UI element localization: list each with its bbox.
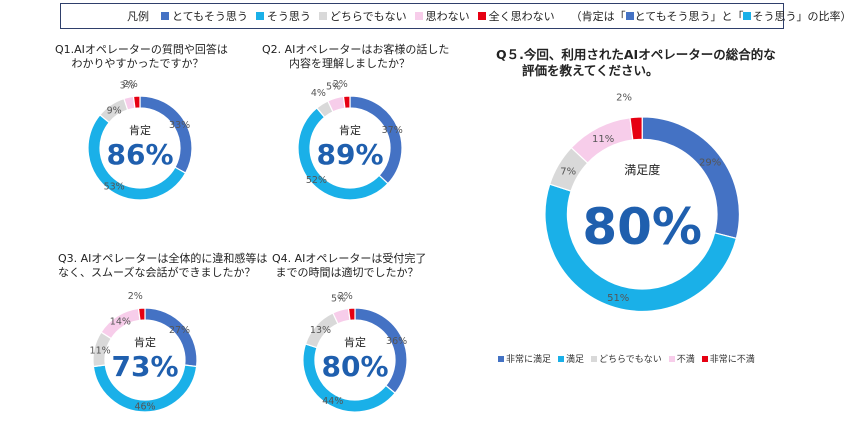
q5-data-label-5: 2%	[616, 92, 632, 103]
q4-data-label-3: 13%	[310, 325, 331, 336]
q1-data-label-4: 3%	[120, 80, 135, 91]
legend-swatch	[255, 12, 264, 20]
q1-data-label-3: 9%	[107, 105, 122, 116]
legend-item-neutral: どちらでもない	[318, 8, 407, 24]
q5-title: Q５.今回、利用されたAIオペレーターの総合的な 評価を教えてください。	[496, 47, 776, 78]
q4-center-label: 肯定	[344, 335, 366, 349]
q5-data-label-2: 51%	[607, 293, 629, 304]
q2-slice-5	[342, 95, 351, 109]
q4-center-value: 80%	[321, 350, 388, 383]
legend-swatch	[743, 12, 752, 20]
q5-data-label-4: 11%	[592, 134, 614, 145]
q4-title: Q4. AIオペレーターは受付完了 までの時間は適切でしたか？	[272, 252, 427, 279]
q4-data-label-1: 36%	[386, 336, 407, 347]
q3-data-label-4: 14%	[110, 317, 131, 328]
legend-item-disagree: 思わない	[414, 8, 470, 24]
q2-data-label-5: 2%	[333, 79, 348, 90]
legend-swatch	[701, 355, 708, 362]
q2-center-value: 89%	[316, 138, 383, 171]
q1-center-value: 86%	[106, 138, 173, 171]
legend-swatch	[625, 12, 634, 20]
q5-donut-chart: 29% 51% 7% 11% 2% 満足度 80%	[544, 92, 741, 312]
legend-note: （肯定は「 とてもそう思う」と「 そう思う」の比率）	[570, 10, 850, 23]
q5-legend: 非常に満足 満足 どちらでもない 不満 非常に不満	[498, 352, 762, 365]
q3-data-label-5: 2%	[128, 291, 143, 302]
q5-legend-item: 非常に満足	[498, 352, 551, 365]
legend-swatch	[477, 12, 486, 20]
legend-swatch	[498, 355, 504, 362]
legend-swatch	[414, 12, 423, 20]
q1-slice-5	[132, 95, 141, 109]
q3-data-label-2: 46%	[134, 402, 155, 413]
q5-legend-item: 不満	[668, 352, 695, 365]
legend-item-agree: そう思う	[255, 8, 311, 24]
legend-title: 凡例	[127, 10, 149, 23]
q5-legend-item: 満足	[558, 352, 584, 365]
legend-swatch	[591, 355, 598, 362]
q3-data-label-3: 11%	[90, 345, 111, 356]
q5-center-label: 満足度	[624, 162, 660, 177]
q2-center-label: 肯定	[339, 123, 361, 137]
legend-swatch	[558, 355, 565, 362]
q2-data-label-1: 37%	[382, 125, 403, 136]
q4-data-label-2: 44%	[322, 396, 343, 407]
q3-center-label: 肯定	[134, 335, 156, 349]
chart-legend: 凡例 とてもそう思う そう思う どちらでもない 思わない 全く思わない （肯定は…	[60, 3, 850, 29]
q2-data-label-2: 52%	[306, 175, 327, 186]
q5-data-label-1: 29%	[699, 158, 721, 169]
q3-data-label-1: 27%	[169, 325, 190, 336]
q4-data-label-4: 5%	[331, 293, 346, 304]
q3-slice-5	[137, 307, 146, 321]
q2-title: Q2. AIオペレーターはお客様の話した 内容を理解しましたか？	[262, 43, 450, 70]
legend-item-strongly-disagree: 全く思わない	[477, 8, 555, 24]
q5-data-label-3: 7%	[560, 167, 576, 178]
q3-center-value: 73%	[111, 350, 178, 383]
q5-slice-5	[629, 116, 643, 141]
q2-data-label-3: 4%	[311, 88, 326, 99]
q5-legend-item: どちらでもない	[591, 352, 662, 365]
q1-data-label-2: 53%	[104, 182, 125, 193]
legend-swatch	[668, 355, 675, 362]
q2-data-label-4: 5%	[326, 81, 341, 92]
legend-item-very-agree: とてもそう思う	[161, 8, 248, 24]
q4-data-label-5: 2%	[338, 291, 353, 302]
q4-slice-5	[347, 307, 356, 321]
legend-swatch	[318, 12, 327, 20]
q1-center-label: 肯定	[129, 123, 151, 137]
q1-data-label-1: 33%	[169, 120, 190, 131]
q3-title: Q3. AIオペレーターは全体的に違和感等は なく、スムーズな会話ができましたか…	[58, 252, 268, 279]
q1-data-label-5: 2%	[123, 79, 138, 90]
q5-center-value: 80%	[582, 198, 702, 256]
legend-swatch	[161, 12, 169, 20]
q5-legend-item: 非常に不満	[701, 352, 755, 365]
q1-title: Q1.AIオペレーターの質問や回答は わかりやすかったですか？	[55, 43, 228, 70]
